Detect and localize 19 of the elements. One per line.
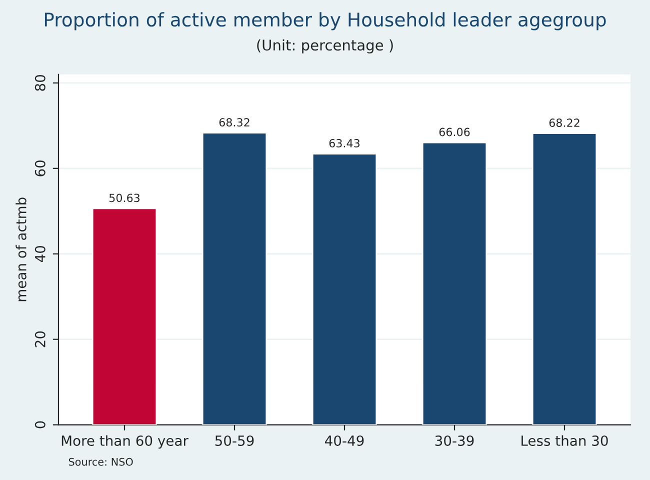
chart-title: Proportion of active member by Household leader agegroup [44,12,606,30]
x-tick-label: Less than 30 [522,435,608,446]
chart-subtitle: (Unit: percentage ) [257,39,393,54]
x-tick-label: 40-49 [325,435,364,446]
x-tick-label: 50-59 [215,435,254,446]
y-axis-title: mean of actmb [16,198,26,302]
y-tick-label: 40 [34,246,46,262]
data-label: 68.22 [549,118,580,127]
x-tick-label: More than 60 year [62,435,188,449]
x-tick-label: 30-39 [435,435,474,446]
data-label: 63.43 [329,139,360,148]
data-label: 66.06 [439,128,470,136]
data-label: 68.32 [219,118,250,127]
y-tick-label: 80 [34,75,46,91]
y-tick-label: 20 [34,331,46,348]
source-note: Source: NSO [68,458,133,466]
y-tick-label: 60 [34,160,46,176]
y-tick-label: 0 [34,421,46,428]
data-label: 50.63 [109,194,140,202]
